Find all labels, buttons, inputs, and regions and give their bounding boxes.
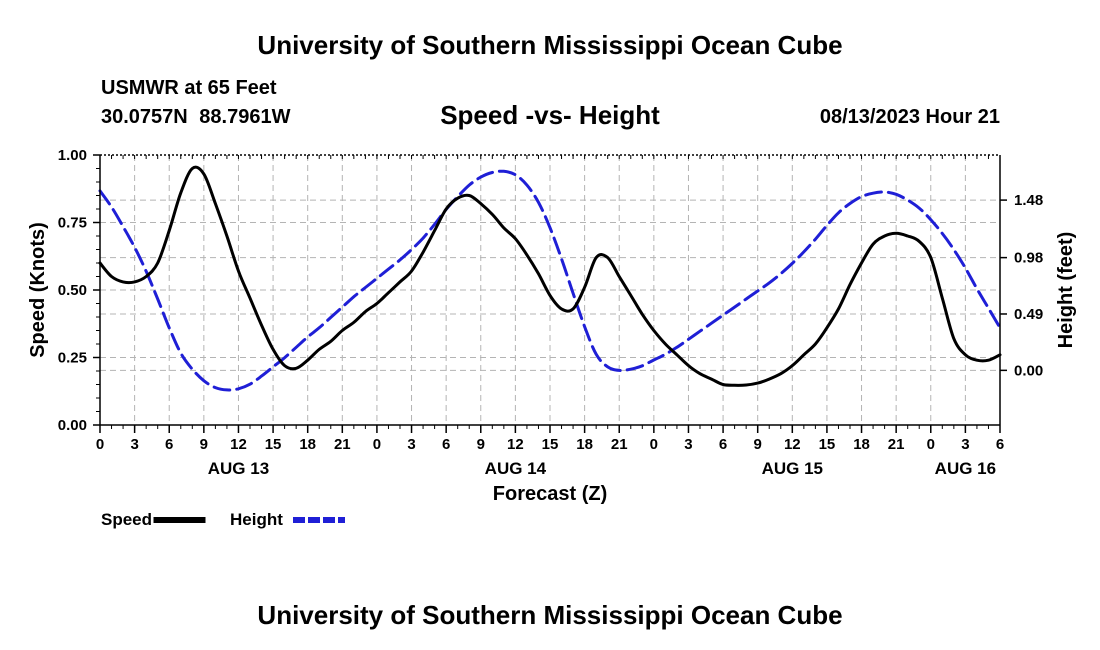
x-tick-label: 6 xyxy=(442,436,450,453)
x-tick-label: 3 xyxy=(407,436,415,453)
axes xyxy=(93,154,1007,433)
footer-title: University of Southern Mississippi Ocean… xyxy=(257,600,843,630)
date-label: AUG 16 xyxy=(935,459,996,478)
x-tick-label: 6 xyxy=(996,436,1004,453)
legend-label-height: Height xyxy=(230,510,283,529)
y2-tick-label: 1.48 xyxy=(1014,192,1043,209)
x-tick-label: 18 xyxy=(576,436,593,453)
y2-tick-label: 0.98 xyxy=(1014,250,1043,267)
x-axis-title: Forecast (Z) xyxy=(493,483,607,505)
legend-label-speed: Speed xyxy=(101,510,152,529)
date-label: AUG 15 xyxy=(762,459,823,478)
axis-labels: 0 3 6 9 12 15 18 21 0 3 6 9 12 15 18 21 0 3 6 9 12 15 18 21 0 3 6A… xyxy=(27,147,1077,505)
x-tick-label: 9 xyxy=(754,436,762,453)
series-line-height xyxy=(98,169,1002,392)
x-tick-label: 18 xyxy=(299,436,316,453)
y-tick-label: 0.75 xyxy=(58,215,87,232)
y-tick-label: 0.25 xyxy=(58,350,87,367)
x-tick-label: 15 xyxy=(819,436,836,453)
x-tick-label: 21 xyxy=(611,436,628,453)
x-tick-label: 21 xyxy=(888,436,905,453)
x-tick-label: 12 xyxy=(784,436,801,453)
y-tick-label: 1.00 xyxy=(58,147,87,164)
y2-axis-title: Height (feet) xyxy=(1055,232,1077,349)
x-tick-label: 18 xyxy=(853,436,870,453)
x-tick-label: 12 xyxy=(507,436,524,453)
x-tick-label: 9 xyxy=(200,436,208,453)
legend: Speed Height xyxy=(101,510,345,529)
date-label: AUG 13 xyxy=(208,459,269,478)
x-tick-label: 15 xyxy=(542,436,559,453)
y-tick-label: 0.50 xyxy=(58,282,87,299)
date-label: AUG 14 xyxy=(485,459,547,478)
series-lines xyxy=(98,165,1002,392)
x-tick-label: 12 xyxy=(230,436,247,453)
forecast-date: 08/13/2023 Hour 21 xyxy=(819,106,1000,128)
y-tick-label: 0.00 xyxy=(58,417,87,434)
x-tick-label: 15 xyxy=(265,436,282,453)
y2-tick-label: 0.49 xyxy=(1014,306,1043,323)
plot-title: Speed -vs- Height xyxy=(440,100,660,130)
x-tick-label: 21 xyxy=(334,436,351,453)
x-tick-label: 9 xyxy=(477,436,485,453)
x-tick-label: 3 xyxy=(684,436,692,453)
x-tick-label: 0 xyxy=(373,436,381,453)
x-tick-label: 6 xyxy=(719,436,727,453)
series-line-speed xyxy=(98,165,1002,387)
station-name: USMWR at 65 Feet xyxy=(101,77,277,99)
x-tick-label: 0 xyxy=(927,436,935,453)
x-tick-label: 0 xyxy=(650,436,658,453)
x-tick-label: 3 xyxy=(961,436,969,453)
main-title: University of Southern Mississippi Ocean… xyxy=(257,30,843,60)
y-axis-title: Speed (Knots) xyxy=(27,222,49,358)
x-tick-label: 3 xyxy=(130,436,138,453)
x-tick-label: 0 xyxy=(96,436,104,453)
station-coordinates: 30.0757N 88.7961W xyxy=(101,106,291,128)
x-tick-label: 6 xyxy=(165,436,173,453)
y2-tick-label: 0.00 xyxy=(1014,362,1043,379)
